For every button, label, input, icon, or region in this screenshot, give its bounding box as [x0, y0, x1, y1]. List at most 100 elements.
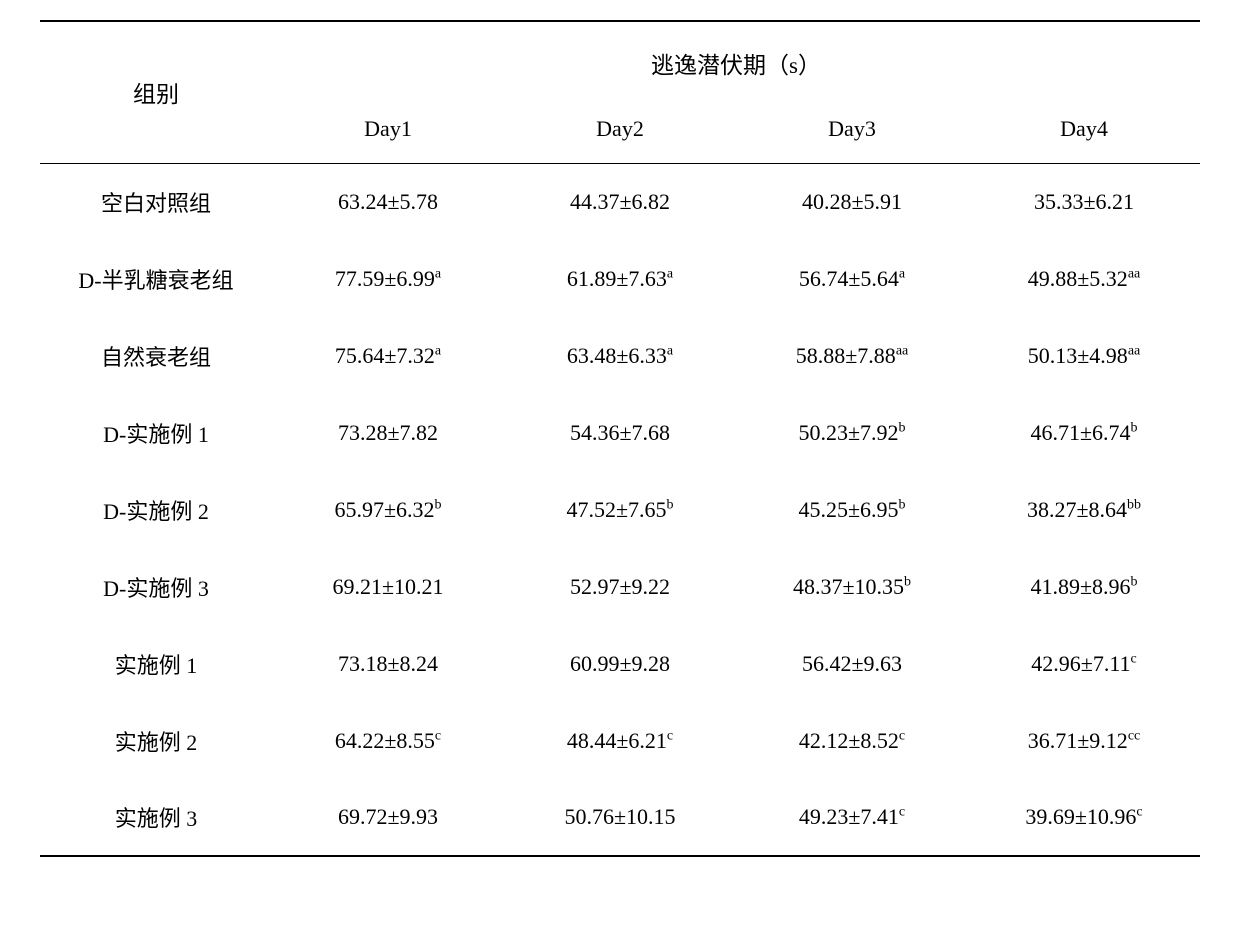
table-row: 自然衰老组75.64±7.32a63.48±6.33a58.88±7.88aa5…	[40, 317, 1200, 394]
group-cell: 实施例 1	[40, 625, 272, 702]
value-superscript: c	[1131, 651, 1137, 666]
value-cell: 49.23±7.41c	[736, 779, 968, 856]
table-row: D-半乳糖衰老组77.59±6.99a61.89±7.63a56.74±5.64…	[40, 240, 1200, 317]
value-superscript: b	[899, 420, 906, 435]
value-cell: 73.18±8.24	[272, 625, 504, 702]
value-superscript: aa	[1128, 266, 1140, 281]
group-cell: D-实施例 3	[40, 548, 272, 625]
value-text: 46.71±6.74	[1030, 420, 1130, 445]
group-cell: 自然衰老组	[40, 317, 272, 394]
value-text: 77.59±6.99	[335, 266, 435, 291]
value-cell: 52.97±9.22	[504, 548, 736, 625]
value-cell: 45.25±6.95b	[736, 471, 968, 548]
value-cell: 40.28±5.91	[736, 163, 968, 240]
group-header: 组别	[40, 21, 272, 163]
group-cell: D-实施例 1	[40, 394, 272, 471]
group-cell: D-实施例 2	[40, 471, 272, 548]
value-cell: 65.97±6.32b	[272, 471, 504, 548]
table-row: 实施例 369.72±9.9350.76±10.1549.23±7.41c39.…	[40, 779, 1200, 856]
data-table: 组别 逃逸潜伏期（s） Day1 Day2 Day3 Day4 空白对照组 63.…	[40, 20, 1200, 857]
value-cell: 41.89±8.96b	[968, 548, 1200, 625]
value-cell: 63.24±5.78	[272, 163, 504, 240]
value-text: 40.28±5.91	[802, 189, 902, 214]
value-cell: 48.44±6.21c	[504, 702, 736, 779]
value-cell: 64.22±8.55c	[272, 702, 504, 779]
value-superscript: a	[667, 343, 673, 358]
value-text: 73.18±8.24	[338, 651, 438, 676]
value-text: 45.25±6.95	[798, 497, 898, 522]
group-cell: D-半乳糖衰老组	[40, 240, 272, 317]
value-superscript: a	[435, 343, 441, 358]
value-cell: 49.88±5.32aa	[968, 240, 1200, 317]
value-cell: 58.88±7.88aa	[736, 317, 968, 394]
value-text: 58.88±7.88	[796, 343, 896, 368]
table-row: D-实施例 369.21±10.2152.97±9.2248.37±10.35b…	[40, 548, 1200, 625]
value-cell: 50.23±7.92b	[736, 394, 968, 471]
value-text: 48.44±6.21	[567, 728, 667, 753]
value-cell: 42.12±8.52c	[736, 702, 968, 779]
value-text: 50.13±4.98	[1028, 343, 1128, 368]
value-text: 42.96±7.11	[1031, 651, 1130, 676]
value-cell: 38.27±8.64bb	[968, 471, 1200, 548]
value-superscript: b	[904, 574, 911, 589]
value-cell: 35.33±6.21	[968, 163, 1200, 240]
value-cell: 39.69±10.96c	[968, 779, 1200, 856]
value-superscript: b	[1131, 574, 1138, 589]
table-header: 组别 逃逸潜伏期（s） Day1 Day2 Day3 Day4	[40, 21, 1200, 163]
value-cell: 42.96±7.11c	[968, 625, 1200, 702]
value-text: 47.52±7.65	[566, 497, 666, 522]
value-cell: 69.72±9.93	[272, 779, 504, 856]
group-cell: 空白对照组	[40, 163, 272, 240]
value-text: 48.37±10.35	[793, 574, 904, 599]
value-text: 36.71±9.12	[1028, 728, 1128, 753]
value-cell: 44.37±6.82	[504, 163, 736, 240]
value-text: 60.99±9.28	[570, 651, 670, 676]
value-cell: 47.52±7.65b	[504, 471, 736, 548]
value-cell: 60.99±9.28	[504, 625, 736, 702]
value-text: 38.27±8.64	[1027, 497, 1127, 522]
value-cell: 46.71±6.74b	[968, 394, 1200, 471]
value-text: 63.48±6.33	[567, 343, 667, 368]
value-cell: 50.13±4.98aa	[968, 317, 1200, 394]
value-text: 50.23±7.92	[798, 420, 898, 445]
value-cell: 73.28±7.82	[272, 394, 504, 471]
value-text: 69.21±10.21	[332, 574, 443, 599]
value-text: 64.22±8.55	[335, 728, 435, 753]
value-cell: 54.36±7.68	[504, 394, 736, 471]
col-day2: Day2	[504, 103, 736, 163]
value-superscript: c	[667, 728, 673, 743]
group-cell: 实施例 2	[40, 702, 272, 779]
value-superscript: b	[667, 497, 674, 512]
value-superscript: aa	[896, 343, 908, 358]
value-text: 44.37±6.82	[570, 189, 670, 214]
value-superscript: aa	[1128, 343, 1140, 358]
value-superscript: bb	[1127, 497, 1141, 512]
value-text: 75.64±7.32	[335, 343, 435, 368]
value-text: 65.97±6.32	[334, 497, 434, 522]
value-superscript: a	[667, 266, 673, 281]
value-text: 63.24±5.78	[338, 189, 438, 214]
value-text: 49.88±5.32	[1028, 266, 1128, 291]
table-row: 空白对照组 63.24±5.78 44.37±6.82 40.28±5.91 35.33…	[40, 163, 1200, 240]
value-cell: 69.21±10.21	[272, 548, 504, 625]
value-cell: 48.37±10.35b	[736, 548, 968, 625]
value-superscript: b	[435, 497, 442, 512]
value-text: 54.36±7.68	[570, 420, 670, 445]
value-text: 69.72±9.93	[338, 804, 438, 829]
value-text: 61.89±7.63	[567, 266, 667, 291]
table-row: D-实施例 173.28±7.8254.36±7.6850.23±7.92b46…	[40, 394, 1200, 471]
value-superscript: a	[435, 266, 441, 281]
value-cell: 36.71±9.12cc	[968, 702, 1200, 779]
col-day3: Day3	[736, 103, 968, 163]
header-row-1: 组别 逃逸潜伏期（s）	[40, 21, 1200, 103]
value-text: 56.74±5.64	[799, 266, 899, 291]
value-superscript: a	[899, 266, 905, 281]
value-text: 52.97±9.22	[570, 574, 670, 599]
table-row: 实施例 173.18±8.2460.99±9.2856.42±9.6342.96…	[40, 625, 1200, 702]
value-text: 35.33±6.21	[1034, 189, 1134, 214]
value-superscript: c	[899, 728, 905, 743]
value-superscript: cc	[1128, 728, 1140, 743]
value-superscript: c	[899, 805, 905, 820]
value-superscript: b	[1131, 420, 1138, 435]
table-body: 空白对照组 63.24±5.78 44.37±6.82 40.28±5.91 35.33…	[40, 163, 1200, 856]
